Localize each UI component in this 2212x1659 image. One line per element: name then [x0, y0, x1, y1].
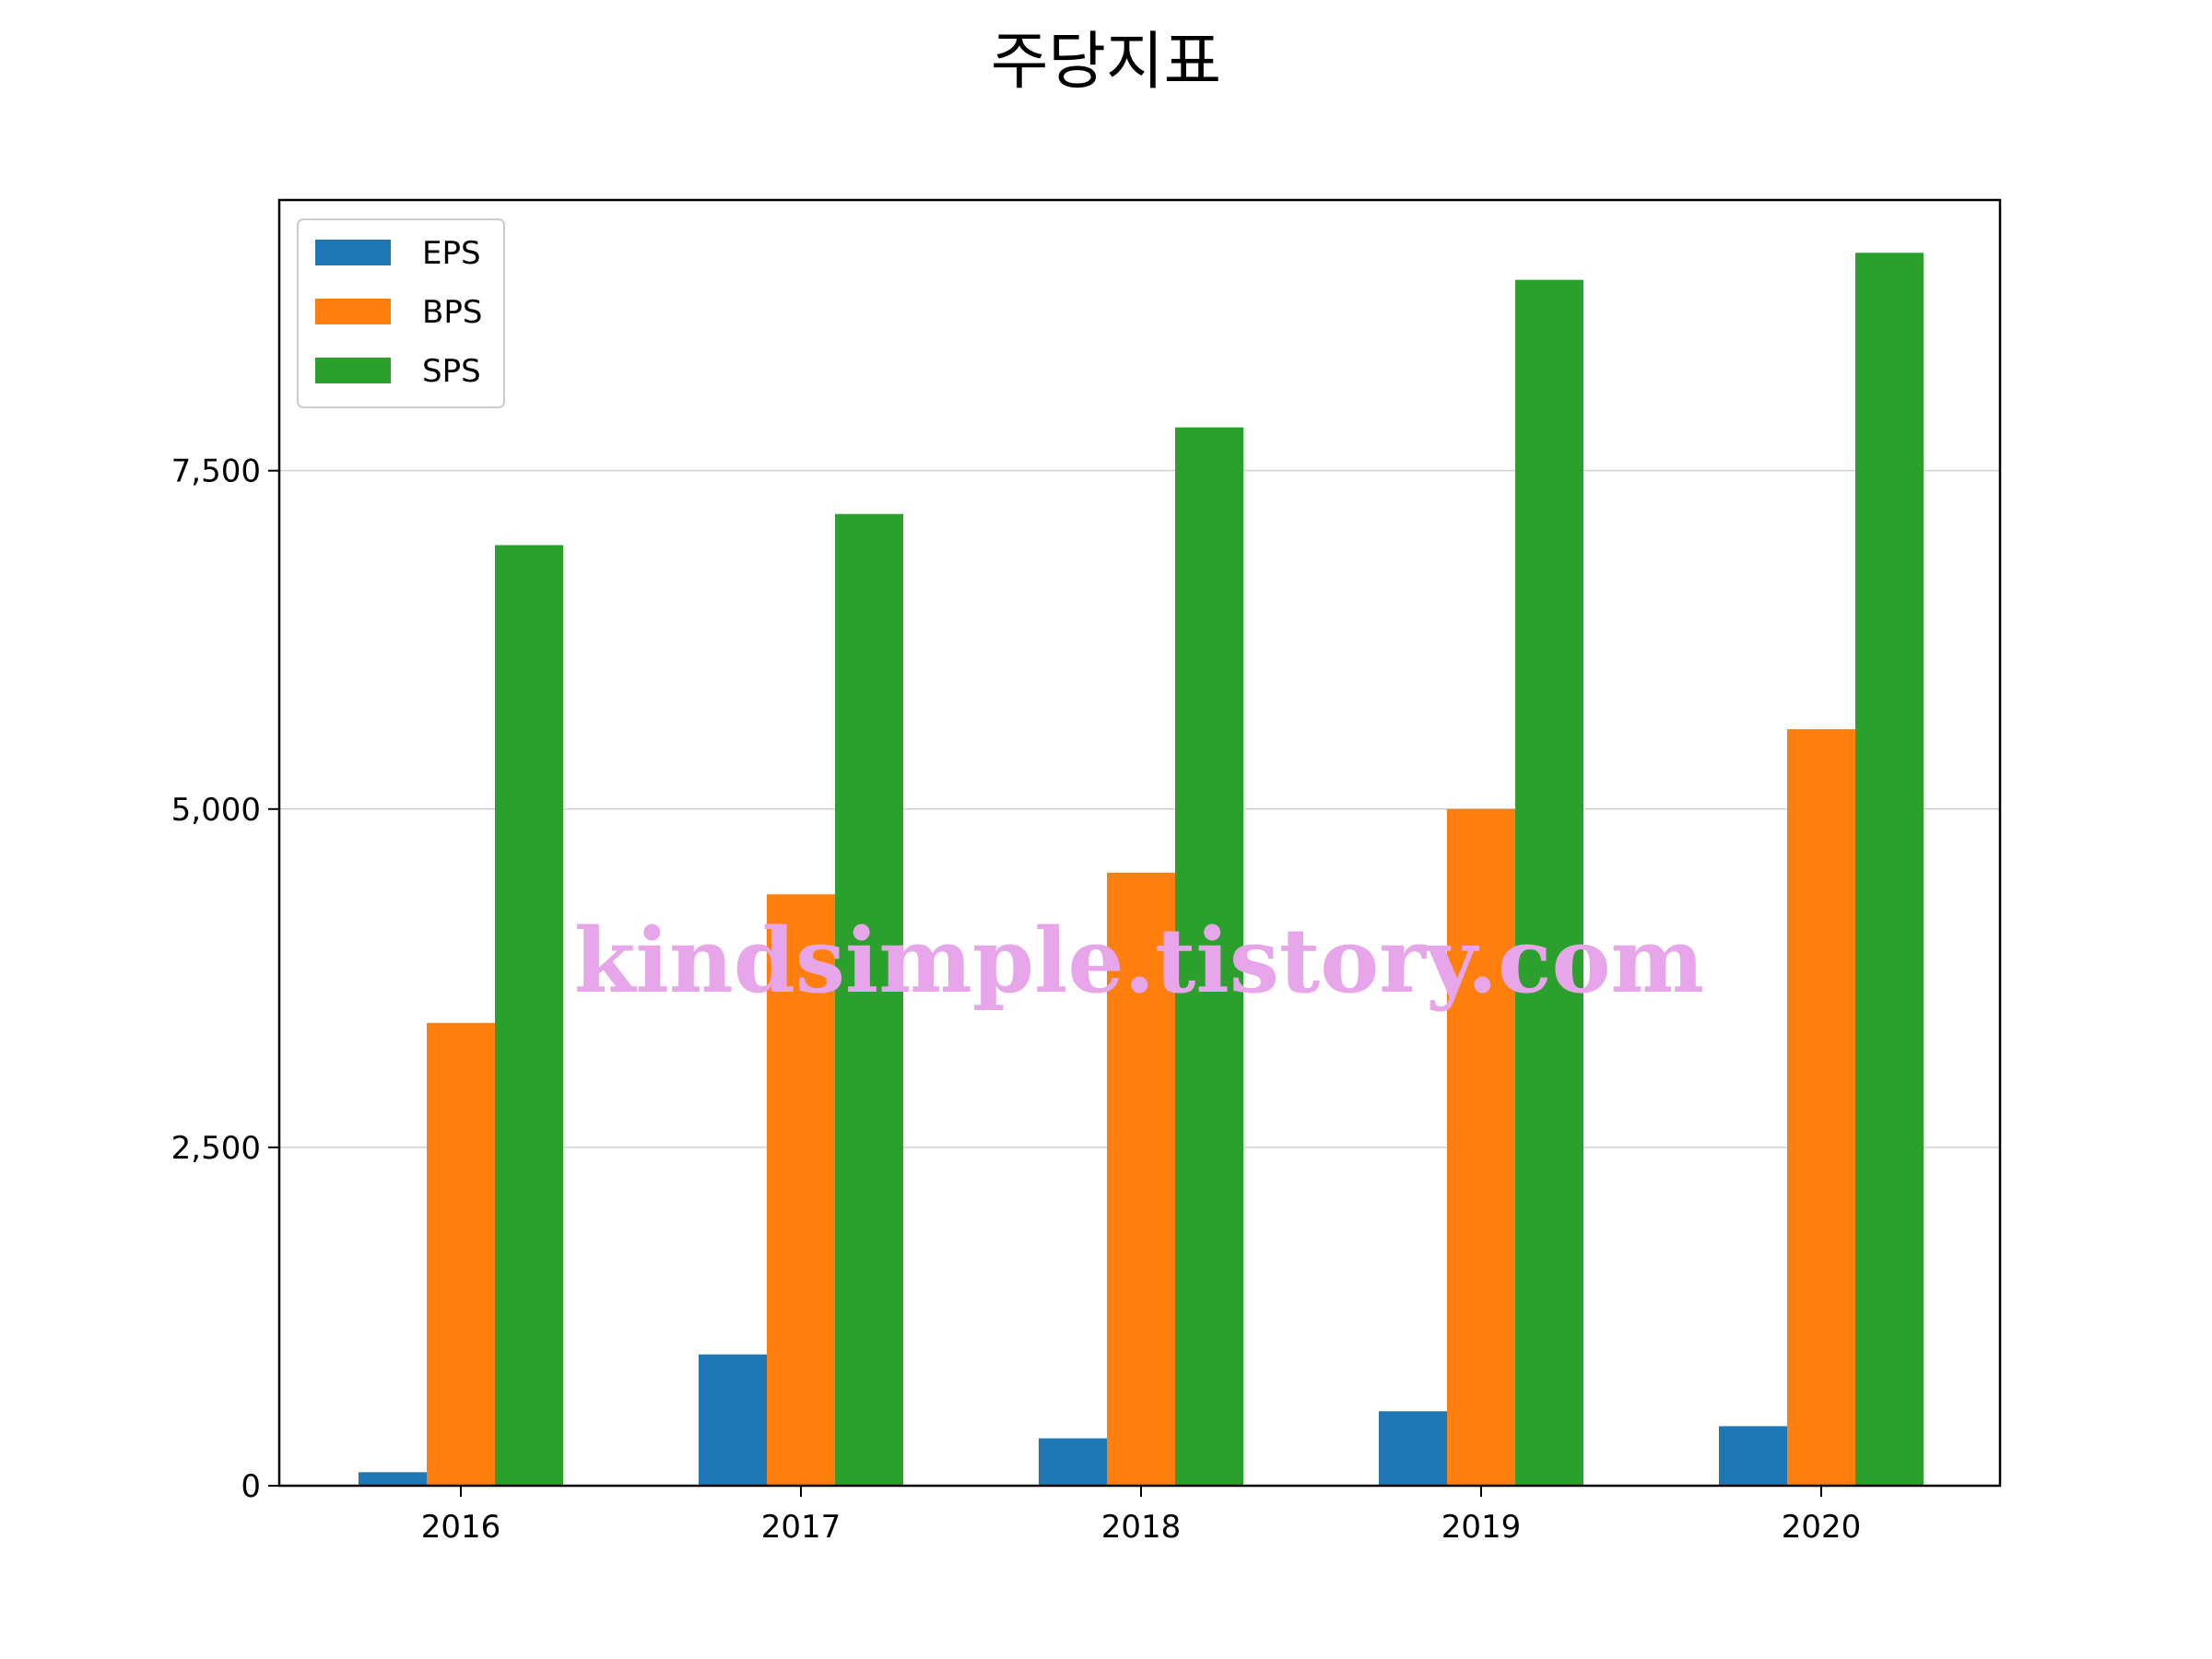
- chart-title: 주당지표: [991, 26, 1221, 99]
- legend-swatch-eps: [315, 240, 391, 265]
- x-tick-label: 2019: [1441, 1509, 1522, 1546]
- bar-bps-2017: [767, 894, 835, 1486]
- bar-sps-2020: [1855, 253, 1924, 1486]
- y-tick-label: 7,500: [171, 453, 261, 490]
- bar-bps-2020: [1787, 729, 1855, 1486]
- legend-swatch-bps: [315, 299, 391, 324]
- legend-swatch-sps: [315, 358, 391, 383]
- legend-label-sps: SPS: [422, 353, 481, 390]
- bar-eps-2016: [359, 1472, 427, 1486]
- x-tick-label: 2017: [761, 1509, 841, 1546]
- bar-bps-2018: [1107, 872, 1175, 1486]
- y-tick-label: 2,500: [171, 1130, 261, 1167]
- bar-bps-2019: [1447, 808, 1515, 1486]
- bar-bps-2016: [427, 1022, 495, 1486]
- x-tick-label: 2018: [1101, 1509, 1182, 1546]
- bar-eps-2019: [1379, 1411, 1447, 1486]
- bar-sps-2017: [835, 513, 903, 1486]
- legend: EPS BPS SPS: [297, 218, 505, 408]
- bar-sps-2018: [1175, 427, 1243, 1487]
- bars: [359, 253, 1924, 1487]
- bar-eps-2020: [1719, 1426, 1787, 1486]
- watermark-text: kindsimple.tistory.com: [574, 909, 1704, 1013]
- legend-label-eps: EPS: [422, 235, 481, 272]
- x-axis: 2016 2017 2018 2019 2020: [421, 1486, 1862, 1546]
- y-axis: 0 2,500 5,000 7,500: [171, 453, 279, 1505]
- x-tick-label: 2020: [1782, 1509, 1862, 1546]
- plot-frame: [277, 198, 2002, 1488]
- legend-label-bps: BPS: [422, 294, 482, 331]
- y-tick-label: 0: [241, 1468, 261, 1505]
- bar-eps-2017: [699, 1354, 767, 1486]
- x-tick-label: 2016: [421, 1509, 501, 1546]
- bar-sps-2016: [495, 545, 563, 1486]
- bar-sps-2019: [1515, 279, 1583, 1486]
- y-tick-label: 5,000: [171, 792, 261, 829]
- bar-eps-2018: [1039, 1438, 1107, 1486]
